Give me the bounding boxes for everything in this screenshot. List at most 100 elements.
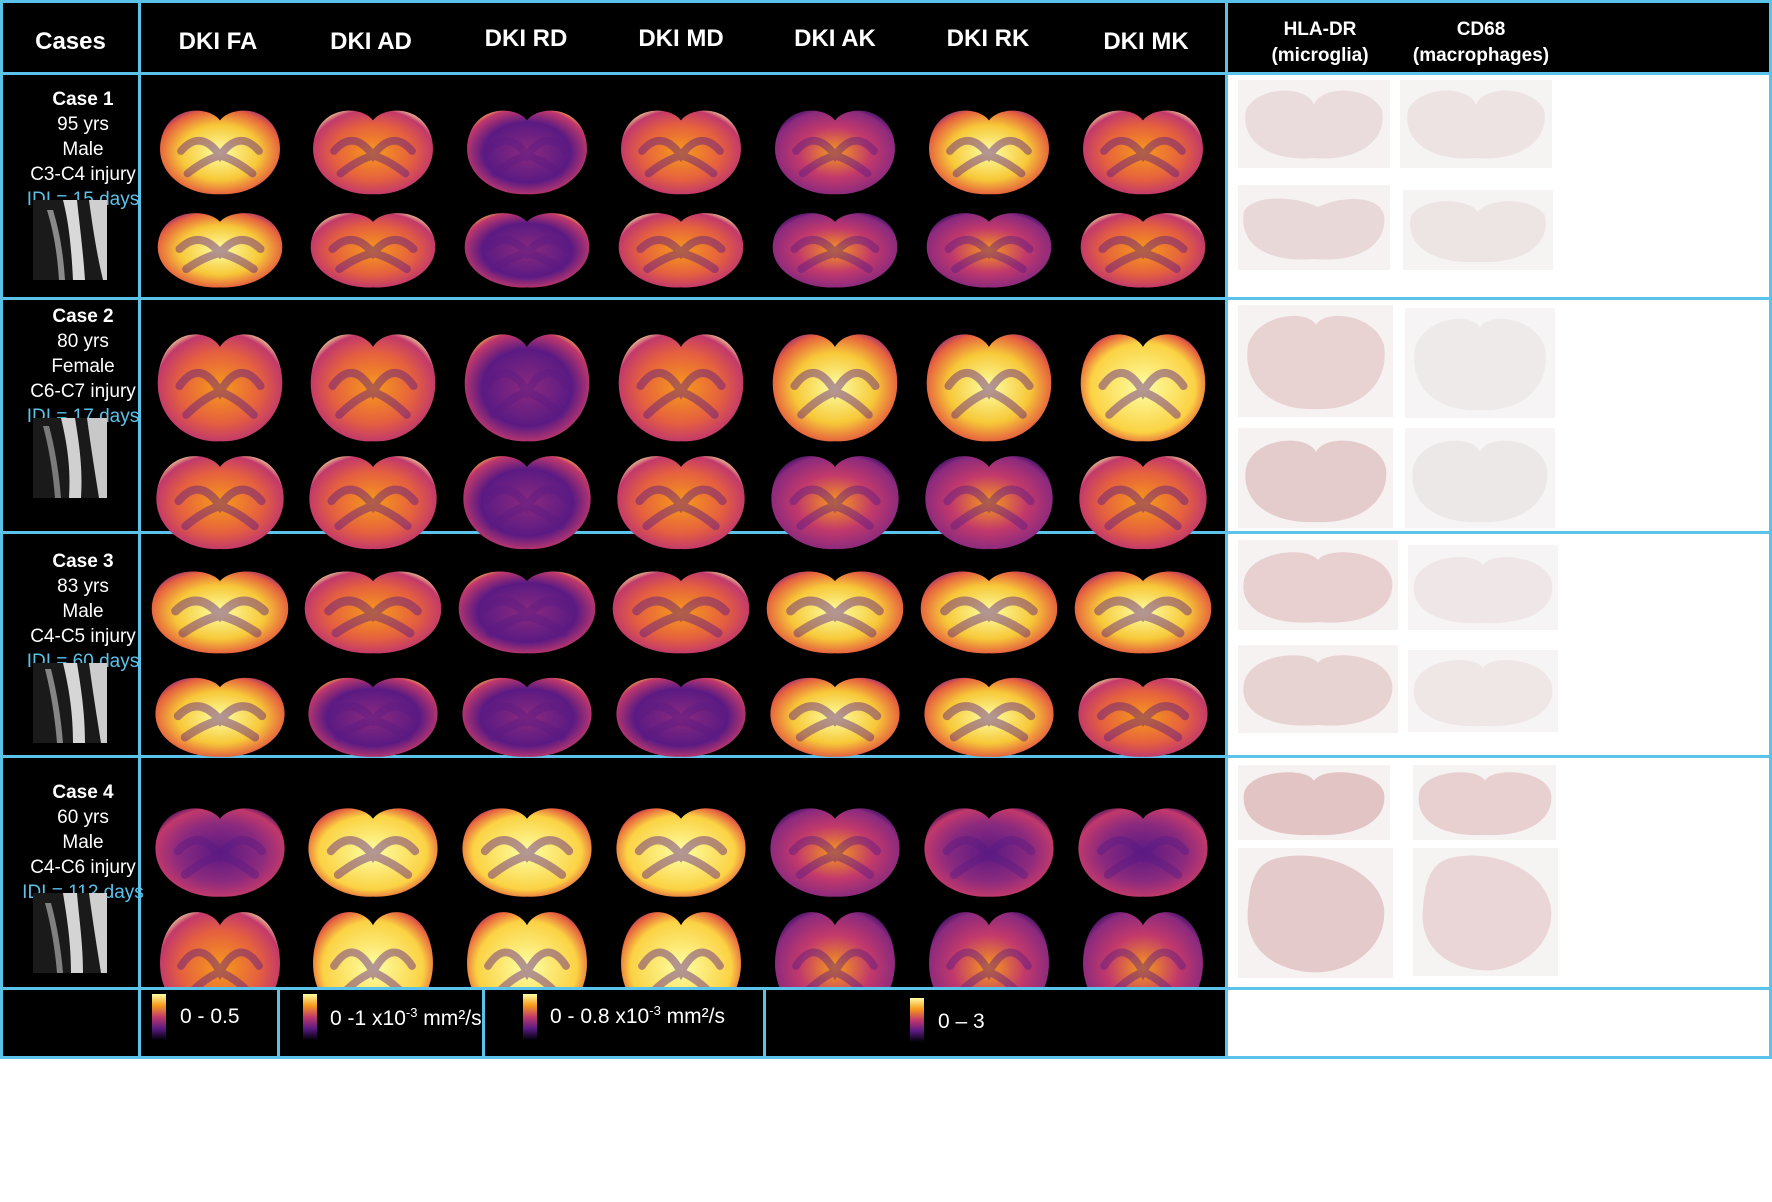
case1-info: Case 1 95 yrs Male C3-C4 injury IDI = 15… — [8, 87, 158, 212]
dki-slice-greymatter-row2-col1 — [175, 235, 265, 274]
case2-age: 80 yrs — [57, 331, 109, 352]
dki-slice-row8-col5 — [775, 912, 895, 987]
dki-slice-row4-col1 — [156, 456, 284, 550]
header-cd68: CD68 (macrophages) — [1400, 17, 1562, 69]
colorbar-kurtosis — [910, 998, 924, 1042]
dki-slice-greymatter-row8-col4 — [638, 948, 724, 987]
dki-slice-greymatter-row8-col6 — [946, 948, 1032, 987]
dki-slice-greymatter-row7-col7 — [1096, 836, 1190, 879]
dki-slice-greymatter-row3-col5 — [790, 369, 880, 419]
dki-slice-greymatter-row7-col5 — [788, 836, 882, 879]
case3-info: Case 3 83 yrs Male C4-C5 injury IDI = 60… — [8, 549, 158, 674]
dki-slice-greymatter-row4-col4 — [635, 485, 727, 531]
dki-slice-row2-col2 — [310, 213, 436, 288]
header-dki-ak: DKI AK — [794, 25, 876, 52]
case4-sex: Male — [62, 832, 104, 853]
dki-slice-row7-col5 — [770, 808, 900, 897]
dki-slice-row7-col1 — [155, 808, 285, 897]
dki-slice-greymatter-row7-col2 — [326, 836, 420, 879]
dki-slice-greymatter-row2-col2 — [328, 235, 418, 274]
colorbar-axial-label: 0 -1 x10-3 mm²/s — [330, 1005, 482, 1031]
dki-slice-greymatter-row7-col1 — [173, 836, 267, 879]
case1-hla-slice2 — [1238, 185, 1390, 270]
dki-slice-row3-col4 — [618, 334, 744, 442]
dki-slice-row4-col5 — [771, 456, 899, 550]
dki-slice-greymatter-row8-col3 — [484, 948, 570, 987]
case1-title: Case 1 — [52, 89, 114, 110]
dki-slice-greymatter-row1-col1 — [177, 136, 263, 178]
dki-slice-greymatter-row8-col2 — [330, 948, 416, 987]
case4-info: Case 4 60 yrs Male C4-C6 injury IDI = 11… — [8, 780, 158, 905]
dki-slice-row8-col3 — [467, 912, 587, 987]
dki-slice-greymatter-row4-col5 — [789, 485, 881, 531]
case2-hla-slice1 — [1238, 305, 1393, 417]
dki-slice-row1-col5 — [775, 110, 895, 195]
dki-slice-greymatter-row5-col1 — [171, 596, 269, 638]
dki-slice-row3-col7 — [1080, 334, 1206, 442]
dki-slice-row3-col3 — [464, 334, 590, 442]
dki-slice-greymatter-row6-col3 — [480, 702, 574, 742]
dki-slice-row6-col3 — [462, 677, 592, 757]
case2-title: Case 2 — [52, 306, 114, 327]
dki-slice-greymatter-row5-col2 — [324, 596, 422, 638]
dki-slice-row1-col4 — [621, 110, 741, 195]
case3-cd68-slice2 — [1408, 650, 1558, 732]
case3-mri-thumbnail — [33, 663, 107, 743]
colorbar-radial — [523, 994, 537, 1040]
dki-slice-row3-col5 — [772, 334, 898, 442]
dki-slice-greymatter-row1-col3 — [484, 136, 570, 178]
colorbar-radial-unit: mm²/s — [660, 1005, 725, 1028]
dki-slice-row8-col6 — [929, 912, 1049, 987]
dki-slice-row1-col3 — [467, 110, 587, 195]
dki-slice-greymatter-row8-col1 — [177, 948, 263, 987]
dki-slice-row5-col1 — [151, 571, 289, 654]
colorbar-fa-range: 0 - 0.5 — [180, 1005, 240, 1028]
dki-slice-row3-col6 — [926, 334, 1052, 442]
dki-slice-greymatter-row5-col7 — [1094, 596, 1192, 638]
dki-slice-greymatter-row4-col3 — [481, 485, 573, 531]
colorbar-fa-label: 0 - 0.5 — [180, 1005, 240, 1029]
dki-slice-greymatter-row1-col2 — [330, 136, 416, 178]
dki-slice-row2-col7 — [1080, 213, 1206, 288]
dki-slice-row3-col1 — [157, 334, 283, 442]
case2-hla-slice2 — [1238, 428, 1393, 528]
header-hla-dr: HLA-DR (microglia) — [1240, 17, 1400, 69]
colorbar-radial-range: 0 - 0.8 x10 — [550, 1005, 650, 1028]
dki-slice-greymatter-row7-col3 — [480, 836, 574, 879]
dki-slice-greymatter-row3-col2 — [328, 369, 418, 419]
case4-hla-slice2 — [1238, 848, 1393, 978]
colorbar-kurtosis-range: 0 – 3 — [938, 1010, 985, 1033]
dki-slice-row4-col4 — [617, 456, 745, 550]
case3-hla-slice2 — [1238, 645, 1398, 733]
case3-sex: Male — [62, 601, 104, 622]
header-dki-rk: DKI RK — [946, 25, 1030, 52]
colorbar-kurtosis-label: 0 – 3 — [938, 1010, 985, 1034]
colorbar-axial-unit: mm²/s — [417, 1007, 482, 1030]
dki-slice-greymatter-row3-col3 — [482, 369, 572, 419]
case4-hla-slice1 — [1238, 765, 1390, 840]
dki-slice-row5-col2 — [304, 571, 442, 654]
case2-mri-thumbnail — [33, 418, 107, 498]
case4-cd68-slice1 — [1413, 765, 1556, 840]
slice-group — [151, 110, 1212, 987]
case3-hla-slice1 — [1238, 540, 1398, 630]
case3-injury: C4-C5 injury — [30, 626, 136, 647]
header-cd68-title: CD68 — [1456, 19, 1506, 40]
dki-slice-greymatter-row4-col6 — [943, 485, 1035, 531]
dki-slice-row5-col4 — [612, 571, 750, 654]
case1-cd68-slice2 — [1403, 190, 1553, 270]
header-cd68-subtitle: (macrophages) — [1412, 45, 1550, 66]
case3-age: 83 yrs — [57, 576, 109, 597]
dki-slice-greymatter-row3-col7 — [1098, 369, 1188, 419]
case3-cd68-slice1 — [1408, 545, 1558, 630]
dki-slice-greymatter-row5-col6 — [940, 596, 1038, 638]
case2-info: Case 2 80 yrs Female C6-C7 injury IDI = … — [8, 304, 158, 429]
case4-cd68-slice2 — [1413, 848, 1558, 976]
dki-slice-row6-col1 — [155, 677, 285, 757]
dki-slice-greymatter-row5-col4 — [632, 596, 730, 638]
dki-slice-row1-col1 — [160, 110, 280, 195]
dki-slice-row2-col5 — [772, 213, 898, 288]
colorbar-cell-kurtosis — [763, 987, 1228, 1059]
dki-slice-row4-col2 — [309, 456, 437, 550]
